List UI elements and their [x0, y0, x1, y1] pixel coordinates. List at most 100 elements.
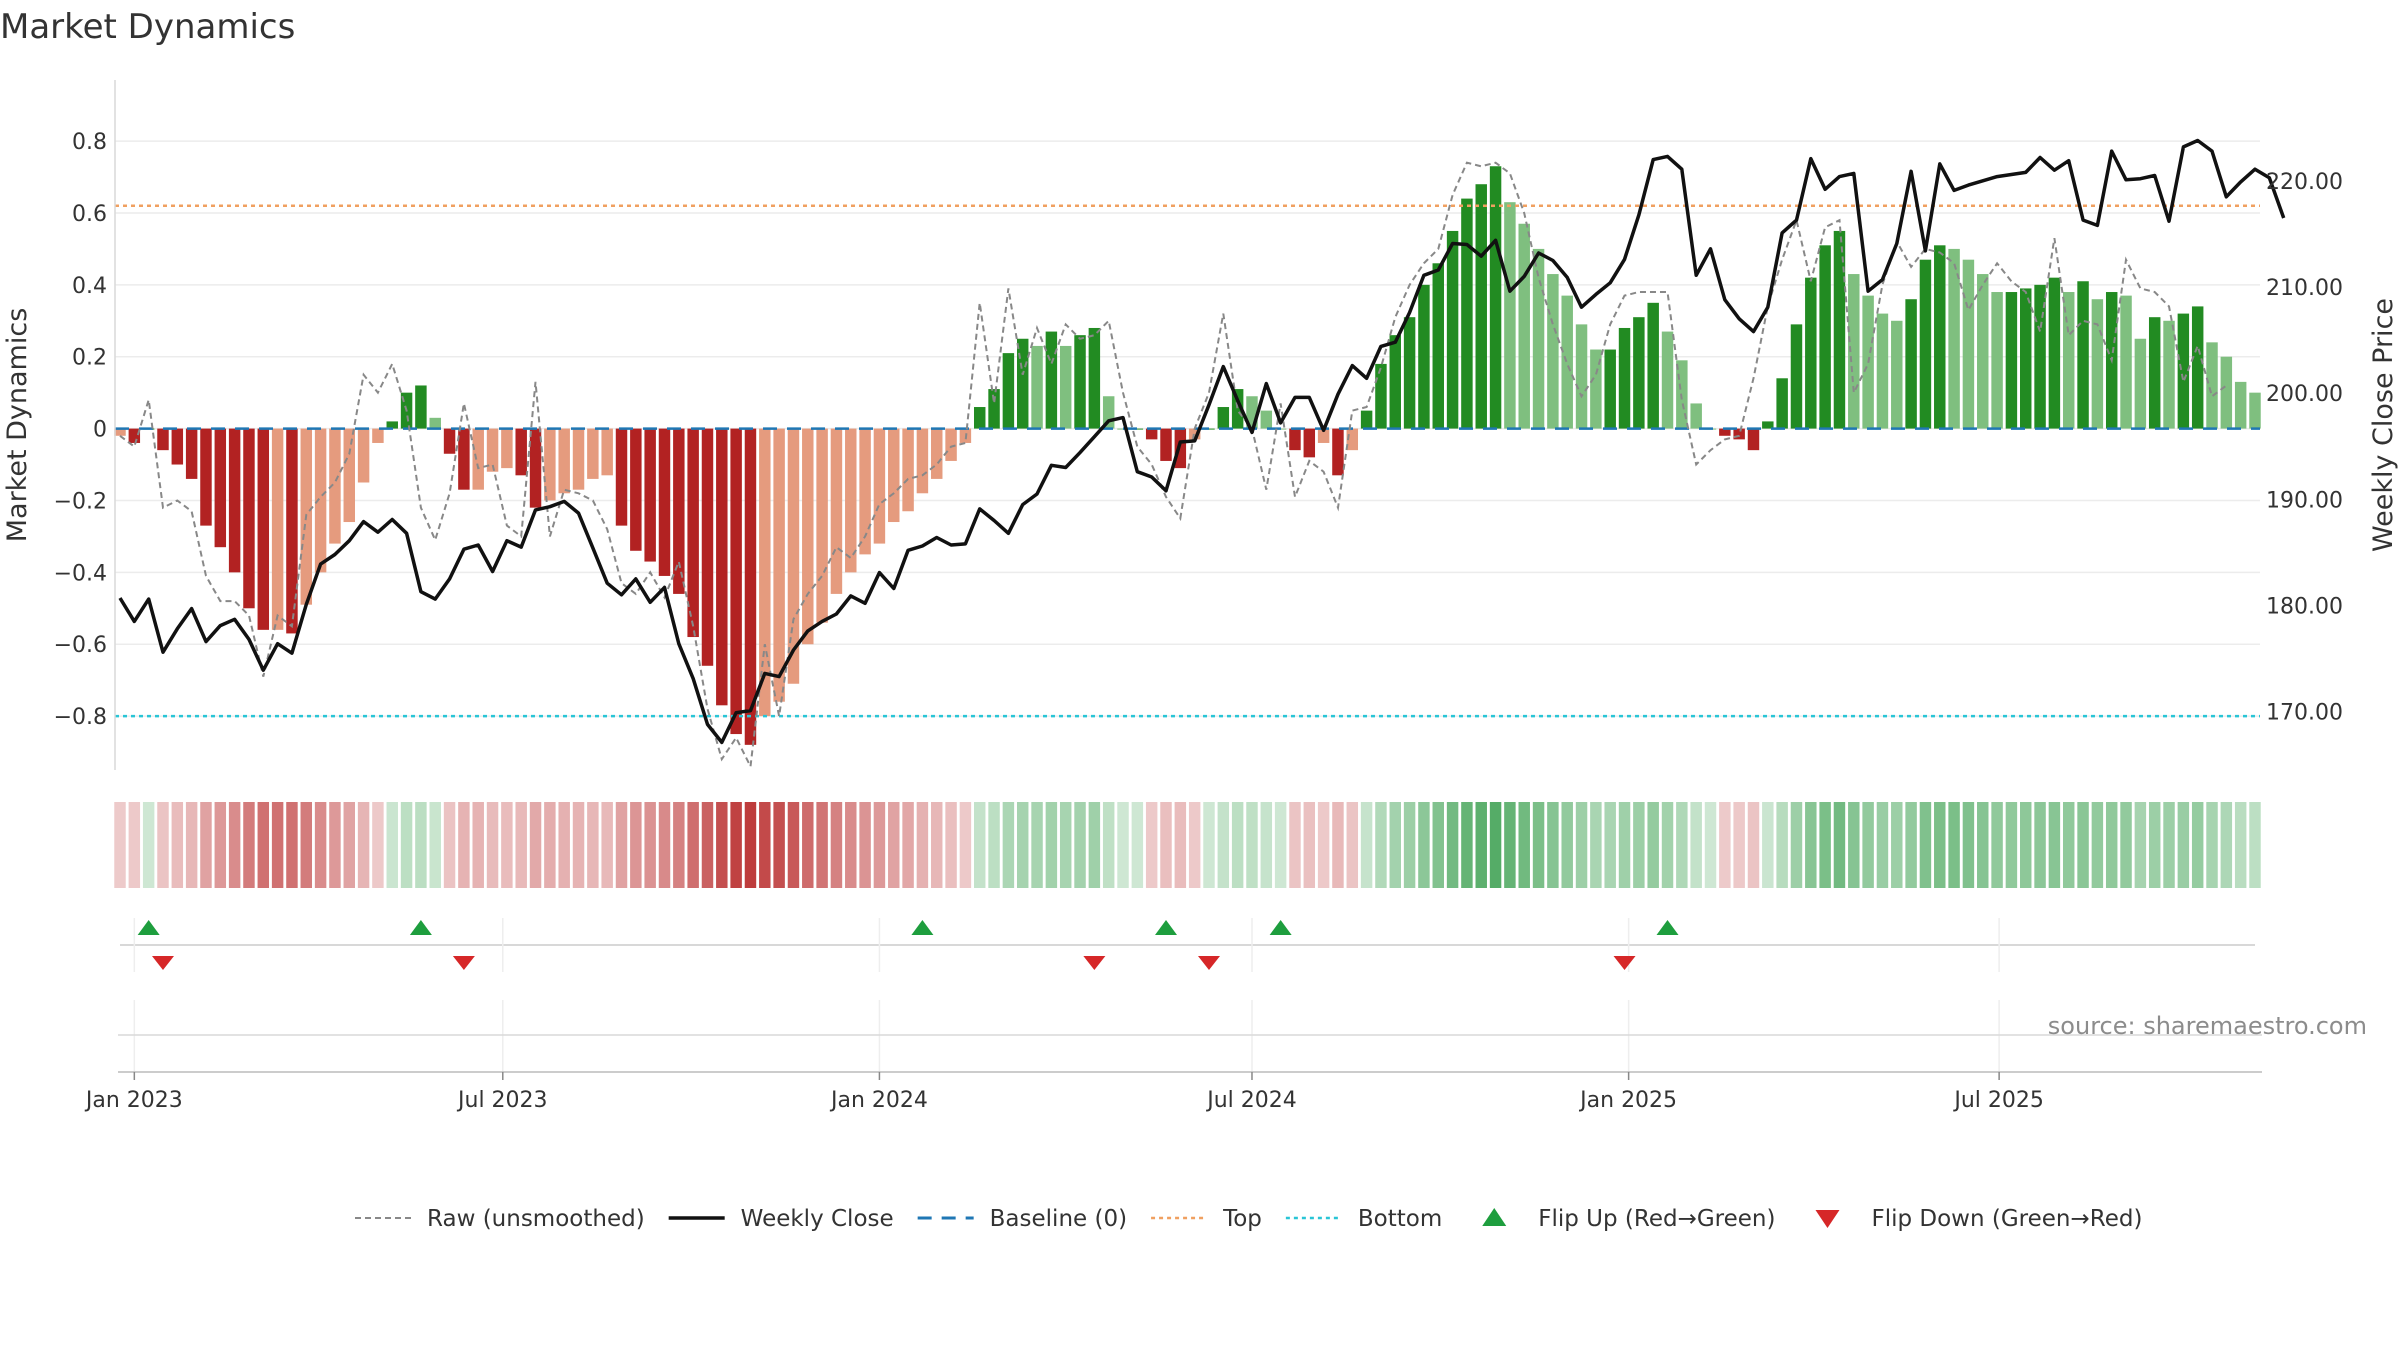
- y-tick-label: −0.8: [54, 705, 107, 730]
- bar: [357, 428, 370, 483]
- heat-cell: [601, 802, 613, 888]
- bar: [1375, 363, 1387, 429]
- heat-cell: [2234, 802, 2247, 888]
- bar: [228, 428, 241, 573]
- bar: [329, 428, 341, 544]
- legend-label: Baseline (0): [990, 1206, 1127, 1232]
- bar: [830, 428, 843, 594]
- bar: [945, 428, 957, 461]
- bar: [1919, 259, 1932, 429]
- heat-cell: [1418, 802, 1430, 888]
- heat-cell: [1317, 802, 1330, 888]
- heat-cell: [1690, 802, 1702, 888]
- heat-cell: [1504, 802, 1516, 888]
- heat-cell: [1260, 802, 1273, 888]
- heat-cell: [615, 802, 628, 888]
- heat-cell: [1647, 802, 1659, 888]
- heat-cell: [228, 802, 241, 888]
- heat-cell: [2034, 802, 2046, 888]
- heat-cell: [114, 802, 126, 888]
- legend-label: Bottom: [1358, 1206, 1442, 1232]
- legend-item-raw: Raw (unsmoothed): [355, 1206, 645, 1232]
- heat-cell: [1733, 802, 1745, 888]
- bar: [1045, 331, 1058, 429]
- bar: [1962, 259, 1975, 429]
- bar: [214, 428, 227, 548]
- bar: [1088, 327, 1101, 429]
- heat-cell: [974, 802, 986, 888]
- heat-cell: [1776, 802, 1788, 888]
- bar: [2220, 356, 2233, 429]
- heat-cell: [873, 802, 886, 888]
- heat-cell: [1676, 802, 1688, 888]
- heat-cell: [1002, 802, 1015, 888]
- heat-cell: [214, 802, 227, 888]
- heat-cell: [2091, 802, 2104, 888]
- heat-cell: [1948, 802, 1960, 888]
- bar: [171, 428, 184, 465]
- heat-cell: [1389, 802, 1401, 888]
- flip-up-marker: [1656, 920, 1679, 935]
- heat-cell: [1059, 802, 1072, 888]
- heat-cell: [314, 802, 327, 888]
- legend-label: Flip Up (Red→Green): [1538, 1206, 1775, 1232]
- bar: [859, 428, 871, 555]
- bar: [429, 417, 441, 429]
- bar: [314, 428, 327, 573]
- bar: [1561, 295, 1573, 429]
- legend-item-baseline: Baseline (0): [917, 1206, 1127, 1232]
- bar: [1604, 349, 1616, 429]
- heat-cell: [1547, 802, 1559, 888]
- raw-series-line: [119, 161, 2227, 770]
- bar: [343, 428, 355, 523]
- legend-item-close: Weekly Close: [668, 1206, 894, 1232]
- heat-cell: [1633, 802, 1645, 888]
- bar: [716, 428, 728, 706]
- bar: [902, 428, 914, 512]
- heat-cell: [730, 802, 742, 888]
- bar: [1031, 345, 1043, 429]
- heat-cell: [1332, 802, 1344, 888]
- bar: [1618, 327, 1631, 429]
- bar: [572, 428, 585, 490]
- heat-cell: [1188, 802, 1201, 888]
- heat-cell: [802, 802, 814, 888]
- bar: [1977, 274, 1989, 429]
- flip-up-marker: [1155, 920, 1178, 935]
- heat-cell: [1403, 802, 1416, 888]
- flip-up-marker: [409, 920, 432, 935]
- bar: [257, 428, 270, 630]
- flip-up-marker: [911, 920, 934, 935]
- bar: [1059, 345, 1072, 429]
- heat-cell: [257, 802, 270, 888]
- y2-tick-label: 220.00: [2266, 170, 2343, 195]
- heat-cell: [1489, 802, 1502, 888]
- bar: [1475, 184, 1487, 429]
- heat-cell: [988, 802, 1000, 888]
- heat-cell: [515, 802, 527, 888]
- bar: [2177, 313, 2190, 429]
- heat-cell: [2220, 802, 2233, 888]
- bar: [587, 428, 599, 479]
- bar: [472, 428, 484, 490]
- bar: [1575, 324, 1588, 429]
- bar: [1432, 263, 1444, 429]
- heat-cell: [572, 802, 585, 888]
- heat-cell: [343, 802, 355, 888]
- bar: [1403, 317, 1416, 429]
- bar: [2120, 295, 2132, 429]
- bar: [1776, 378, 1788, 429]
- y2-tick-label: 180.00: [2266, 594, 2343, 619]
- y2-axis-label: Weekly Close Price: [2368, 298, 2399, 552]
- heat-cell: [243, 802, 255, 888]
- heat-cell: [1289, 802, 1301, 888]
- heat-cell: [1819, 802, 1831, 888]
- bar: [916, 428, 929, 494]
- bar: [243, 428, 255, 609]
- bar: [501, 428, 513, 469]
- bar: [744, 428, 757, 745]
- flip-down-marker: [452, 956, 475, 970]
- bar: [1303, 428, 1316, 458]
- heat-cell: [1876, 802, 1889, 888]
